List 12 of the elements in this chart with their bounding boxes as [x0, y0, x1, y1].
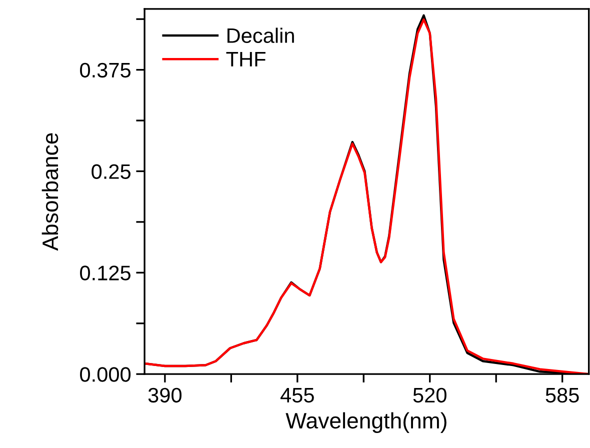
legend-label: THF — [226, 52, 266, 66]
y-axis-title: Absorbance — [42, 133, 58, 251]
y-tick-label: 0.000 — [80, 367, 131, 382]
x-tick-label: 455 — [280, 388, 314, 403]
y-tick-label: 0.25 — [92, 164, 130, 179]
y-tick-label: 0.125 — [80, 266, 130, 280]
x-tick-label: 390 — [148, 388, 182, 403]
x-tick-label: 520 — [413, 388, 446, 403]
x-axis-title: Wavelength(nm) — [286, 412, 446, 433]
legend-label: Decalin — [228, 28, 294, 44]
y-tick-label: 0.375 — [80, 62, 130, 78]
x-tick-label: 585 — [546, 388, 579, 403]
